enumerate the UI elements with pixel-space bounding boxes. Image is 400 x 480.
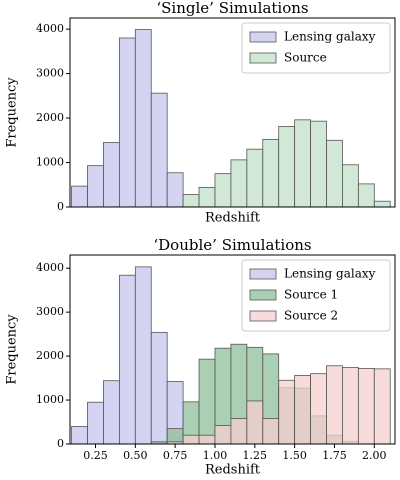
legend-swatch [249,289,277,301]
x-tick-label: 0.75 [163,449,188,462]
bar [71,185,88,208]
bar [326,365,343,445]
bar [166,172,184,208]
bar [246,400,264,445]
bar [246,148,264,208]
bar [310,373,327,445]
bar [87,401,104,445]
bar [198,187,216,208]
bar [134,266,152,445]
bar [118,274,136,445]
bar [134,29,152,208]
bar [214,425,232,445]
axes-frame [69,17,396,208]
bar [342,367,359,445]
bar [198,434,216,445]
bar [373,200,391,208]
y-tick-label: 1000 [36,393,64,406]
bar [103,380,120,445]
bar [373,368,391,445]
bar [230,418,248,445]
bar [230,159,248,208]
legend-swatch [249,52,277,64]
x-tick-label: 1.25 [243,449,268,462]
x-tick-label: 1.00 [203,449,228,462]
x-tick-label: 1.75 [322,449,347,462]
chart-title: ‘Single’ Simulations [156,0,308,17]
bar [71,426,88,445]
legend-swatch [249,268,277,280]
y-axis-label: Frequency [5,314,20,385]
bar [357,183,375,208]
x-tick-label: 2.00 [362,449,387,462]
axes-frame [69,254,396,445]
bar [294,119,311,208]
y-axis-label: Frequency [5,77,20,148]
bar [103,142,120,208]
y-tick-label: 0 [57,437,64,450]
bar [262,139,280,208]
bar [278,126,296,208]
chart-title: ‘Double’ Simulations [153,236,311,254]
y-tick-label: 2000 [36,111,64,124]
bar [310,120,327,208]
bar [150,331,168,445]
bar [262,418,280,445]
bar [342,164,359,208]
y-tick-label: 2000 [36,349,64,362]
legend-label: Source 2 [284,309,338,323]
legend-box [241,22,391,74]
bar [150,92,168,208]
legend-box [241,259,391,332]
bar [182,194,200,208]
bar [357,367,375,445]
x-tick-label: 0.25 [83,449,108,462]
x-tick-label: 1.50 [282,449,307,462]
bar [326,139,343,208]
y-tick-label: 3000 [36,67,64,80]
bar [87,165,104,208]
x-axis-label: Redshift [205,463,261,478]
legend-label: Lensing galaxy [284,30,376,44]
bar [182,434,200,445]
legend-swatch [249,310,277,322]
bar [214,173,232,208]
legend-label: Source 1 [284,288,338,302]
y-tick-label: 3000 [36,305,64,318]
legend-label: Source [284,51,327,65]
legend-label: Lensing galaxy [284,267,376,281]
bar [294,375,311,445]
bar [198,358,216,445]
y-tick-label: 1000 [36,156,64,169]
bar [278,379,296,445]
bar [118,37,136,208]
x-tick-label: 0.50 [123,449,148,462]
legend-swatch [249,31,277,43]
y-tick-label: 0 [57,200,64,213]
y-tick-label: 4000 [36,22,64,35]
y-tick-label: 4000 [36,261,64,274]
x-axis-label: Redshift [205,211,261,226]
